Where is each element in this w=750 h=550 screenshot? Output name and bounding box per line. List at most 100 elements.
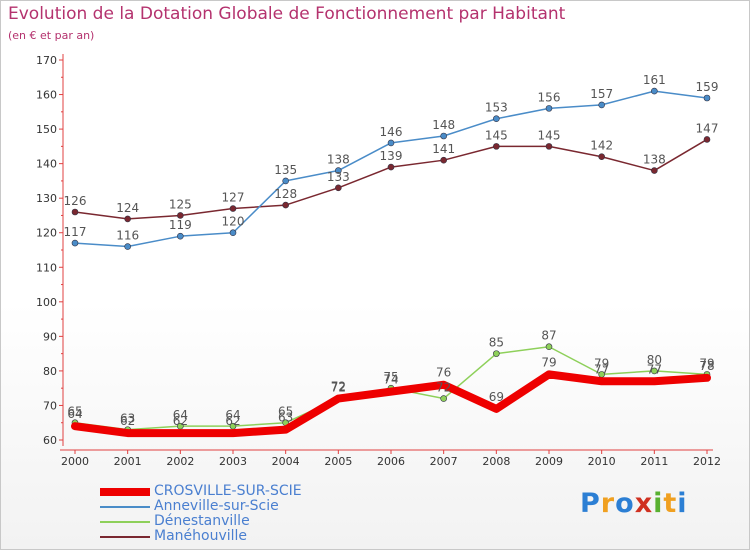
y-tick-label: 150 <box>36 123 57 136</box>
data-label-denestanville: 72 <box>331 381 346 395</box>
legend-label: Dénestanville <box>154 513 250 529</box>
y-tick-label: 110 <box>36 261 57 274</box>
data-label-denestanville: 87 <box>541 329 556 343</box>
line-chart: 60 70 80 90 100 110 120 130 140 150 160 170 2000 2001… <box>36 54 721 468</box>
x-tick-label: 2006 <box>377 455 405 468</box>
data-label-denestanville: 85 <box>489 336 504 350</box>
x-tick-label: 2000 <box>61 455 89 468</box>
legend-swatch <box>100 506 150 508</box>
logo-letter: r <box>600 488 616 519</box>
point-anneville-sur-scie <box>493 115 500 123</box>
data-label-anneville-sur-scie: 135 <box>274 163 297 177</box>
data-label-anneville-sur-scie: 117 <box>64 225 87 239</box>
point-denestanville <box>651 367 658 375</box>
data-label-manehouville: 128 <box>274 187 297 201</box>
data-label-anneville-sur-scie: 148 <box>432 118 455 132</box>
y-tick-label: 120 <box>36 227 57 240</box>
x-tick-label: 2008 <box>482 455 510 468</box>
data-label-crosville-sur-scie: 62 <box>120 414 135 428</box>
data-label-anneville-sur-scie: 146 <box>380 125 403 139</box>
legend-swatch <box>100 521 150 523</box>
point-manehouville <box>545 143 553 150</box>
x-tick-label: 2010 <box>588 455 616 468</box>
legend-swatch <box>100 488 150 496</box>
data-label-anneville-sur-scie: 157 <box>590 87 613 101</box>
point-manehouville <box>282 201 289 209</box>
data-label-anneville-sur-scie: 138 <box>327 153 350 167</box>
logo-letter: i <box>677 488 688 519</box>
data-label-manehouville: 138 <box>643 153 666 167</box>
y-tick-label: 60 <box>43 434 57 447</box>
legend-label: CROSVILLE-SUR-SCIE <box>154 483 302 499</box>
data-label-anneville-sur-scie: 161 <box>643 73 666 87</box>
point-manehouville <box>651 167 658 174</box>
y-tick-label: 140 <box>36 158 57 171</box>
data-label-anneville-sur-scie: 156 <box>538 90 561 104</box>
data-label-anneville-sur-scie: 120 <box>222 215 245 229</box>
point-anneville-sur-scie <box>71 239 79 247</box>
y-tick-label: 90 <box>43 330 57 343</box>
point-anneville-sur-scie <box>229 229 237 237</box>
point-anneville-sur-scie <box>545 105 553 112</box>
data-label-anneville-sur-scie: 159 <box>696 80 719 94</box>
data-label-crosville-sur-scie: 79 <box>541 355 556 369</box>
data-label-crosville-sur-scie: 76 <box>436 366 451 380</box>
point-anneville-sur-scie <box>335 167 342 174</box>
logo-letter: t <box>663 488 678 519</box>
data-label-crosville-sur-scie: 72 <box>331 380 346 394</box>
data-label-denestanville: 65 <box>67 405 82 419</box>
data-label-anneville-sur-scie: 116 <box>116 229 139 243</box>
data-label-denestanville: 79 <box>594 356 609 370</box>
data-label-manehouville: 147 <box>696 121 719 135</box>
y-tick-label: 130 <box>36 192 57 205</box>
data-label-manehouville: 142 <box>590 139 613 153</box>
data-label-crosville-sur-scie: 77 <box>647 362 662 376</box>
data-label-manehouville: 139 <box>380 149 403 163</box>
data-label-denestanville: 79 <box>699 356 714 370</box>
point-anneville-sur-scie <box>598 101 605 109</box>
chart-subtitle: (en € et par an) <box>8 29 95 42</box>
point-denestanville <box>493 350 500 357</box>
legend-label: Anneville-sur-Scie <box>154 498 279 514</box>
y-tick-label: 80 <box>43 365 57 378</box>
y-tick-label: 160 <box>36 89 57 102</box>
point-anneville-sur-scie <box>387 139 395 147</box>
x-tick-label: 2012 <box>693 455 721 468</box>
y-tick-label: 70 <box>43 399 57 412</box>
data-label-denestanville: 72 <box>436 381 451 395</box>
point-manehouville <box>703 136 711 143</box>
point-manehouville <box>124 215 131 223</box>
point-manehouville <box>440 156 447 164</box>
data-label-denestanville: 65 <box>278 405 293 419</box>
y-tick-label: 170 <box>36 54 57 67</box>
data-label-manehouville: 133 <box>327 170 350 184</box>
data-label-manehouville: 141 <box>432 142 455 156</box>
data-label-manehouville: 125 <box>169 197 192 211</box>
logo-letter: i <box>653 488 664 519</box>
data-label-manehouville: 145 <box>485 128 508 142</box>
series-line-crosville-sur-scie <box>71 370 711 438</box>
data-label-crosville-sur-scie: 62 <box>173 414 188 428</box>
legend-label: Manéhouville <box>154 528 248 544</box>
point-anneville-sur-scie <box>282 177 289 185</box>
point-manehouville <box>177 212 184 219</box>
point-manehouville <box>493 143 500 150</box>
y-tick-label: 100 <box>36 296 57 309</box>
legend-swatch <box>100 536 150 538</box>
point-anneville-sur-scie <box>703 94 711 102</box>
data-label-denestanville: 64 <box>225 408 240 422</box>
data-label-crosville-sur-scie: 63 <box>278 411 293 425</box>
x-tick-label: 2003 <box>219 455 247 468</box>
data-label-crosville-sur-scie: 74 <box>383 373 398 387</box>
data-label-crosville-sur-scie: 64 <box>67 407 82 421</box>
x-tick-label: 2011 <box>640 455 668 468</box>
point-anneville-sur-scie <box>124 243 131 250</box>
point-manehouville <box>71 208 79 216</box>
data-label-manehouville: 124 <box>116 201 139 215</box>
x-tick-label: 2009 <box>535 455 563 468</box>
logo-letter: x <box>634 488 654 519</box>
data-label-crosville-sur-scie: 69 <box>489 390 504 404</box>
data-label-crosville-sur-scie: 77 <box>594 362 609 376</box>
point-anneville-sur-scie <box>651 87 658 95</box>
